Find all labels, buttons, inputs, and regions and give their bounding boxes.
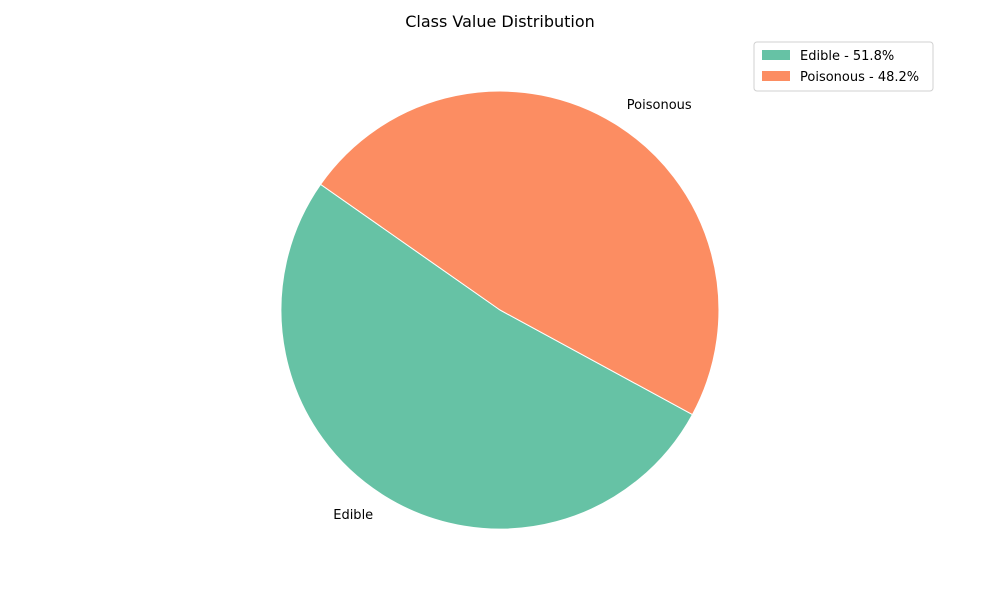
pie-slice-labels: Edible Poisonous <box>333 98 692 523</box>
legend-swatch-poisonous <box>762 71 790 81</box>
slice-label-poisonous: Poisonous <box>627 98 692 113</box>
legend-swatch-edible <box>762 50 790 60</box>
slice-label-edible: Edible <box>333 508 373 523</box>
legend-frame <box>753 41 934 92</box>
legend: Edible - 51.8% Poisonous - 48.2% <box>753 41 934 92</box>
pie-slices <box>280 90 720 530</box>
chart-title: Class Value Distribution <box>405 12 595 31</box>
pie-slice-poisonous <box>319 90 720 416</box>
legend-label-edible: Edible - 51.8% <box>800 49 894 64</box>
legend-label-poisonous: Poisonous - 48.2% <box>800 70 919 85</box>
pie-slice-edible <box>280 183 694 530</box>
